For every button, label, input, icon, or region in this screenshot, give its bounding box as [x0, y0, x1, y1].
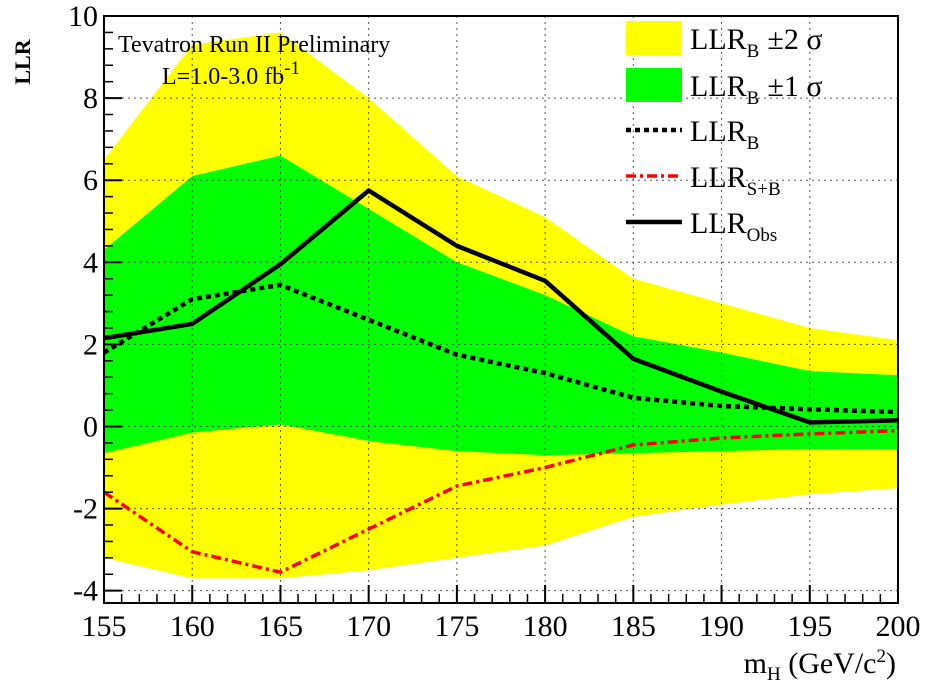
x-tick-label: 200: [876, 610, 921, 643]
luminosity-value: L=1.0-3.0 fb: [162, 64, 284, 90]
x-tick-label: 185: [611, 610, 656, 643]
legend-label-suffix: ±2 σ: [767, 23, 822, 56]
series-llr-sb: [104, 428, 898, 574]
x-axis-label-sub: H: [767, 664, 781, 685]
y-tick-label: 0: [83, 410, 98, 443]
x-tick-label: 165: [258, 610, 303, 643]
legend-label-main: LLR: [690, 23, 747, 56]
legend-label-sub: Obs: [747, 225, 778, 246]
x-tick-label: 155: [82, 610, 127, 643]
legend-swatch: [626, 21, 682, 55]
plot-frame: [103, 15, 899, 604]
x-axis-label-unit: (GeV/c: [781, 647, 877, 680]
experiment-annotation: Tevatron Run II Preliminary: [118, 32, 390, 58]
legend-label-main: LLR: [690, 70, 747, 103]
x-tick-label: 195: [787, 610, 832, 643]
x-tick-label: 175: [434, 610, 479, 643]
x-tick-label: 160: [170, 610, 215, 643]
luminosity-unit-sup: -1: [284, 58, 300, 79]
y-axis-label: LLR: [10, 38, 35, 84]
legend-item-llr-obs: LLRObs: [626, 207, 777, 246]
legend-label-sub: B: [747, 88, 760, 109]
x-axis-label-unit-sup: 2: [877, 646, 887, 667]
legend-label-main: LLR: [690, 115, 747, 148]
bands-layer: [104, 32, 898, 579]
legend-label-sub: B: [747, 41, 760, 62]
y-tick-label: -4: [73, 575, 98, 608]
y-tick-label: 2: [83, 328, 98, 361]
y-tick-label: 10: [68, 0, 98, 33]
legend-label-main: LLR: [690, 161, 747, 194]
y-tick-label: 6: [83, 164, 98, 197]
legend-label-sub: S+B: [747, 179, 781, 200]
legend-item-2sigma: LLRB ±2 σ: [626, 21, 823, 62]
x-axis-label: mH (GeV/c2): [744, 646, 896, 685]
ticks-layer: 155 160 165 170 175 180 185 190 195 200 -4 -2 0 2 4 6 8 1…: [68, 0, 921, 643]
legend-item-1sigma: LLRB ±1 σ: [626, 68, 823, 109]
legend-swatch: [626, 68, 682, 102]
legend-label: LLRObs: [690, 207, 777, 246]
x-tick-label: 170: [346, 610, 391, 643]
legend-label-sub: B: [747, 133, 760, 154]
legend-label-main: LLR: [690, 207, 747, 240]
y-tick-label: 8: [83, 82, 98, 115]
x-axis-label-unit-close: ): [886, 647, 896, 680]
legend-label: LLRB ±2 σ: [690, 23, 823, 62]
series-llr-obs: [104, 188, 898, 425]
legend-item-llr-b: LLRB: [626, 115, 759, 154]
legend-label-suffix: ±1 σ: [767, 70, 822, 103]
legend-label: LLRS+B: [690, 161, 781, 200]
legend-label: LLRB: [690, 115, 759, 154]
y-tick-label: 4: [83, 246, 98, 279]
x-tick-label: 180: [523, 610, 568, 643]
y-tick-label: -2: [73, 493, 98, 526]
band-1sigma: [104, 155, 898, 456]
legend-item-llr-sb: LLRS+B: [626, 161, 781, 200]
series-layer: [104, 188, 898, 574]
luminosity-annotation: L=1.0-3.0 fb-1: [162, 58, 300, 90]
x-axis-label-main: m: [744, 647, 767, 680]
x-tick-label: 190: [699, 610, 744, 643]
legend-label: LLRB ±1 σ: [690, 70, 823, 109]
